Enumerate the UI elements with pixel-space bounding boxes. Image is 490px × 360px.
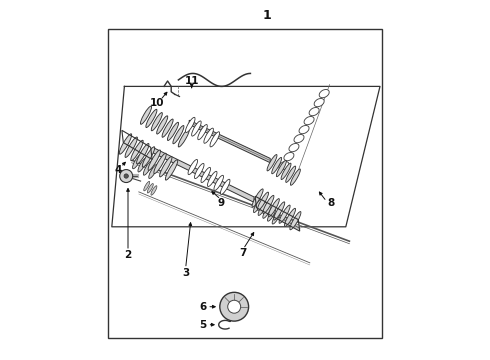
Ellipse shape [125,137,137,157]
Ellipse shape [258,202,267,215]
Ellipse shape [220,179,230,194]
Ellipse shape [138,158,147,172]
Ellipse shape [319,90,329,98]
Ellipse shape [132,154,142,169]
Ellipse shape [290,212,301,230]
Ellipse shape [314,99,324,107]
Ellipse shape [192,121,201,136]
Ellipse shape [304,117,314,125]
Ellipse shape [151,113,162,131]
Text: 9: 9 [218,198,224,208]
Circle shape [228,300,241,313]
Ellipse shape [214,175,223,190]
Ellipse shape [252,189,263,207]
Text: 2: 2 [124,249,132,260]
Ellipse shape [198,125,207,140]
Polygon shape [153,148,254,202]
Ellipse shape [279,162,289,170]
Ellipse shape [201,167,211,183]
Text: 1: 1 [262,9,271,22]
Ellipse shape [267,154,277,171]
Ellipse shape [142,147,155,167]
Ellipse shape [131,140,143,161]
Ellipse shape [268,208,276,221]
Ellipse shape [165,160,178,180]
Ellipse shape [284,153,294,161]
Ellipse shape [276,160,286,177]
Ellipse shape [186,117,195,132]
Ellipse shape [279,205,290,223]
Ellipse shape [160,157,172,177]
Ellipse shape [144,181,149,191]
Ellipse shape [273,202,285,220]
Ellipse shape [149,164,158,179]
Ellipse shape [257,192,269,210]
Ellipse shape [291,169,300,185]
Ellipse shape [289,144,299,152]
Ellipse shape [285,208,295,226]
Text: 6: 6 [199,302,206,312]
Ellipse shape [162,119,173,137]
Ellipse shape [178,129,189,147]
Ellipse shape [195,163,204,179]
Ellipse shape [173,126,184,144]
Text: 11: 11 [184,76,199,86]
Text: 7: 7 [240,248,247,258]
Ellipse shape [299,126,309,134]
Ellipse shape [253,199,262,212]
Ellipse shape [148,150,160,170]
Ellipse shape [119,134,132,154]
Ellipse shape [286,166,295,183]
Ellipse shape [294,135,304,143]
Circle shape [120,170,133,183]
Ellipse shape [271,157,282,174]
Ellipse shape [207,171,217,186]
Ellipse shape [268,199,279,217]
Ellipse shape [188,159,197,175]
Ellipse shape [309,108,319,116]
Ellipse shape [147,184,153,193]
Ellipse shape [272,211,280,224]
Ellipse shape [157,116,168,134]
Text: 4: 4 [114,165,122,175]
Ellipse shape [281,163,291,180]
Ellipse shape [141,106,151,124]
Ellipse shape [154,153,166,174]
Ellipse shape [204,128,214,143]
Text: 3: 3 [182,267,189,278]
Bar [108,29,382,338]
Text: 5: 5 [199,320,206,330]
Circle shape [124,174,128,178]
Circle shape [220,292,248,321]
Ellipse shape [151,186,157,195]
Ellipse shape [263,195,274,213]
Ellipse shape [263,205,271,218]
Ellipse shape [210,132,220,147]
Ellipse shape [137,144,149,164]
Text: 8: 8 [328,198,335,208]
Ellipse shape [168,122,178,140]
Ellipse shape [146,109,157,127]
Polygon shape [189,120,270,163]
Text: 10: 10 [149,98,164,108]
Ellipse shape [144,161,152,175]
